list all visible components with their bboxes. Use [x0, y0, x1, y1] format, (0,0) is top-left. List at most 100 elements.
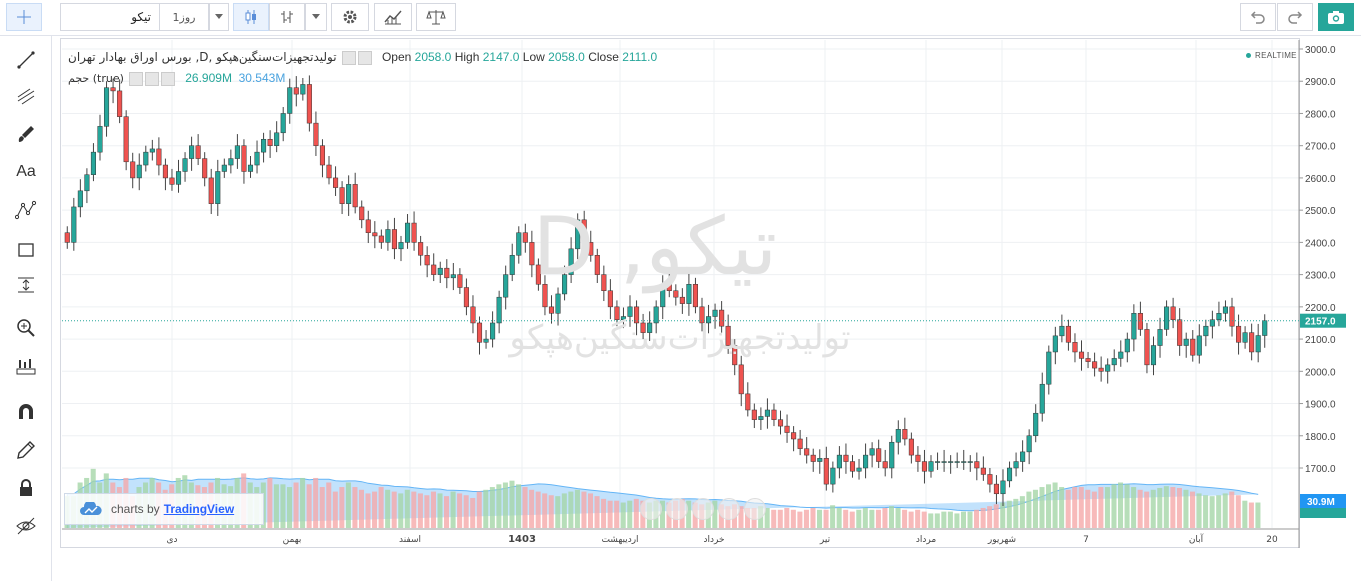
pencil-icon[interactable] [10, 436, 42, 464]
volume-bar [1209, 496, 1215, 528]
volume-bar [1144, 491, 1150, 528]
redo-icon[interactable] [1277, 3, 1313, 31]
chevron-down-icon[interactable] [209, 3, 229, 31]
zoom-in-icon[interactable] [718, 498, 740, 520]
volume-bar [300, 477, 306, 528]
badge-brand-link[interactable]: TradingView [163, 502, 235, 516]
candle-body [817, 458, 823, 462]
symbol-title: بورس اوراق بهادار تهران ,D, تولیدتجهیزات… [68, 50, 337, 64]
tradingview-badge[interactable]: charts by TradingView [64, 493, 264, 525]
candle-body [882, 461, 888, 469]
rectangle-icon[interactable] [10, 236, 42, 264]
gear-icon[interactable] [331, 3, 369, 31]
volume-bar [509, 480, 515, 528]
candle-body [84, 174, 90, 192]
drawing-toolbar: Aa [0, 36, 52, 581]
candle-body [496, 296, 502, 324]
volume-bar [555, 496, 561, 528]
volume-bar [267, 477, 273, 528]
camera-icon[interactable] [1318, 3, 1354, 31]
candle-body [516, 232, 522, 256]
volume-bar [1026, 491, 1032, 528]
candle-body [130, 161, 136, 179]
symbol-search-input[interactable] [60, 3, 160, 31]
candle-body [634, 306, 640, 324]
chart-type-chevron-icon[interactable] [305, 3, 327, 31]
bars-icon[interactable] [269, 3, 305, 31]
reset-icon[interactable] [692, 498, 714, 520]
scroll-right-icon[interactable] [744, 498, 766, 520]
candle-body [1170, 306, 1176, 320]
zoom-out-icon[interactable] [666, 498, 688, 520]
settings-icon[interactable] [357, 51, 372, 66]
volume-bar [1059, 487, 1065, 528]
measure-icon[interactable] [10, 271, 42, 299]
candle-body [745, 393, 751, 411]
pattern-icon[interactable] [10, 196, 42, 224]
text-tool-icon[interactable]: Aa [16, 163, 36, 180]
candle-body [300, 84, 306, 95]
y-tick-label: 2300.0 [1305, 271, 1336, 282]
candle-body [1150, 345, 1157, 366]
y-tick-label: 1800.0 [1305, 432, 1336, 443]
x-tick-label: 7 [1083, 535, 1089, 545]
volume-bar [1229, 491, 1235, 528]
candle-body [692, 284, 698, 308]
ruler-icon[interactable] [10, 352, 42, 380]
candle-body [293, 87, 299, 95]
scroll-left-icon[interactable] [640, 498, 662, 520]
candles-icon[interactable] [233, 3, 269, 31]
scale-icon[interactable] [416, 3, 456, 31]
candle-body [1183, 338, 1189, 346]
candle-body [215, 171, 221, 204]
candle-body [234, 145, 240, 159]
settings-icon[interactable] [145, 72, 160, 87]
crosshair-icon[interactable] [6, 3, 42, 31]
lock-icon[interactable] [10, 474, 42, 502]
candle-body [123, 116, 129, 163]
volume-bar [633, 498, 639, 528]
volume-bar [1255, 502, 1261, 528]
indicators-icon[interactable] [374, 3, 412, 31]
interval-select[interactable]: 1روز [159, 3, 209, 31]
candle-body [581, 219, 587, 243]
candle-body [195, 145, 201, 159]
volume-bar [921, 511, 927, 528]
undo-icon[interactable] [1240, 3, 1276, 31]
candle-body [424, 255, 430, 266]
volume-label: حجم (true) [68, 72, 124, 85]
candle-body [418, 242, 424, 256]
realtime-dot-icon [1246, 53, 1251, 59]
x-tick-label: 20 [1266, 535, 1278, 545]
candle-body [1236, 325, 1242, 343]
candle-body [228, 158, 234, 166]
candle-body [856, 467, 862, 472]
volume-badge-label: 30.9M [1307, 497, 1335, 508]
eye-icon[interactable] [129, 72, 144, 87]
candle-body [247, 164, 254, 172]
eye-icon[interactable] [341, 51, 356, 66]
brush-icon[interactable] [10, 120, 42, 148]
fib-icon[interactable] [10, 82, 42, 110]
volume-bar [516, 484, 522, 528]
eye-hidden-icon[interactable] [10, 512, 42, 540]
volume-ma-badge [1300, 508, 1346, 518]
candle-body [889, 441, 895, 469]
trend-line-icon[interactable] [10, 46, 42, 74]
volume-bar [934, 513, 940, 528]
candle-body [1111, 358, 1117, 366]
magnet-icon[interactable] [10, 398, 42, 426]
candle-body [797, 438, 803, 449]
zoom-icon[interactable] [10, 314, 42, 342]
candle-body [1124, 338, 1130, 353]
candle-body [365, 219, 371, 233]
candle-body [895, 429, 901, 443]
volume-bar [1235, 495, 1241, 528]
volume-bar [1131, 487, 1137, 528]
candle-body [751, 409, 757, 420]
candle-body [948, 461, 954, 463]
candle-body [103, 87, 110, 127]
open-label: Open [381, 50, 412, 64]
close-icon[interactable] [161, 72, 176, 87]
